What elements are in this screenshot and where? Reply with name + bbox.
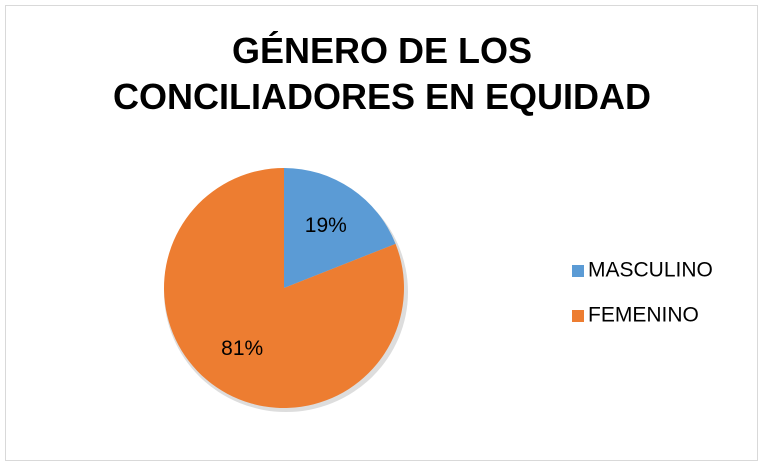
data-label: 81% bbox=[221, 337, 263, 360]
legend-swatch bbox=[572, 265, 584, 277]
pie-slice bbox=[164, 168, 404, 408]
data-label: 19% bbox=[305, 214, 347, 237]
legend-label: MASCULINO bbox=[588, 259, 713, 282]
pie-slice bbox=[284, 168, 396, 288]
legend-swatch bbox=[572, 310, 584, 322]
chart-title: GÉNERO DE LOS CONCILIADORES EN EQUIDAD bbox=[112, 30, 652, 117]
legend-label: FEMENINO bbox=[588, 304, 699, 327]
